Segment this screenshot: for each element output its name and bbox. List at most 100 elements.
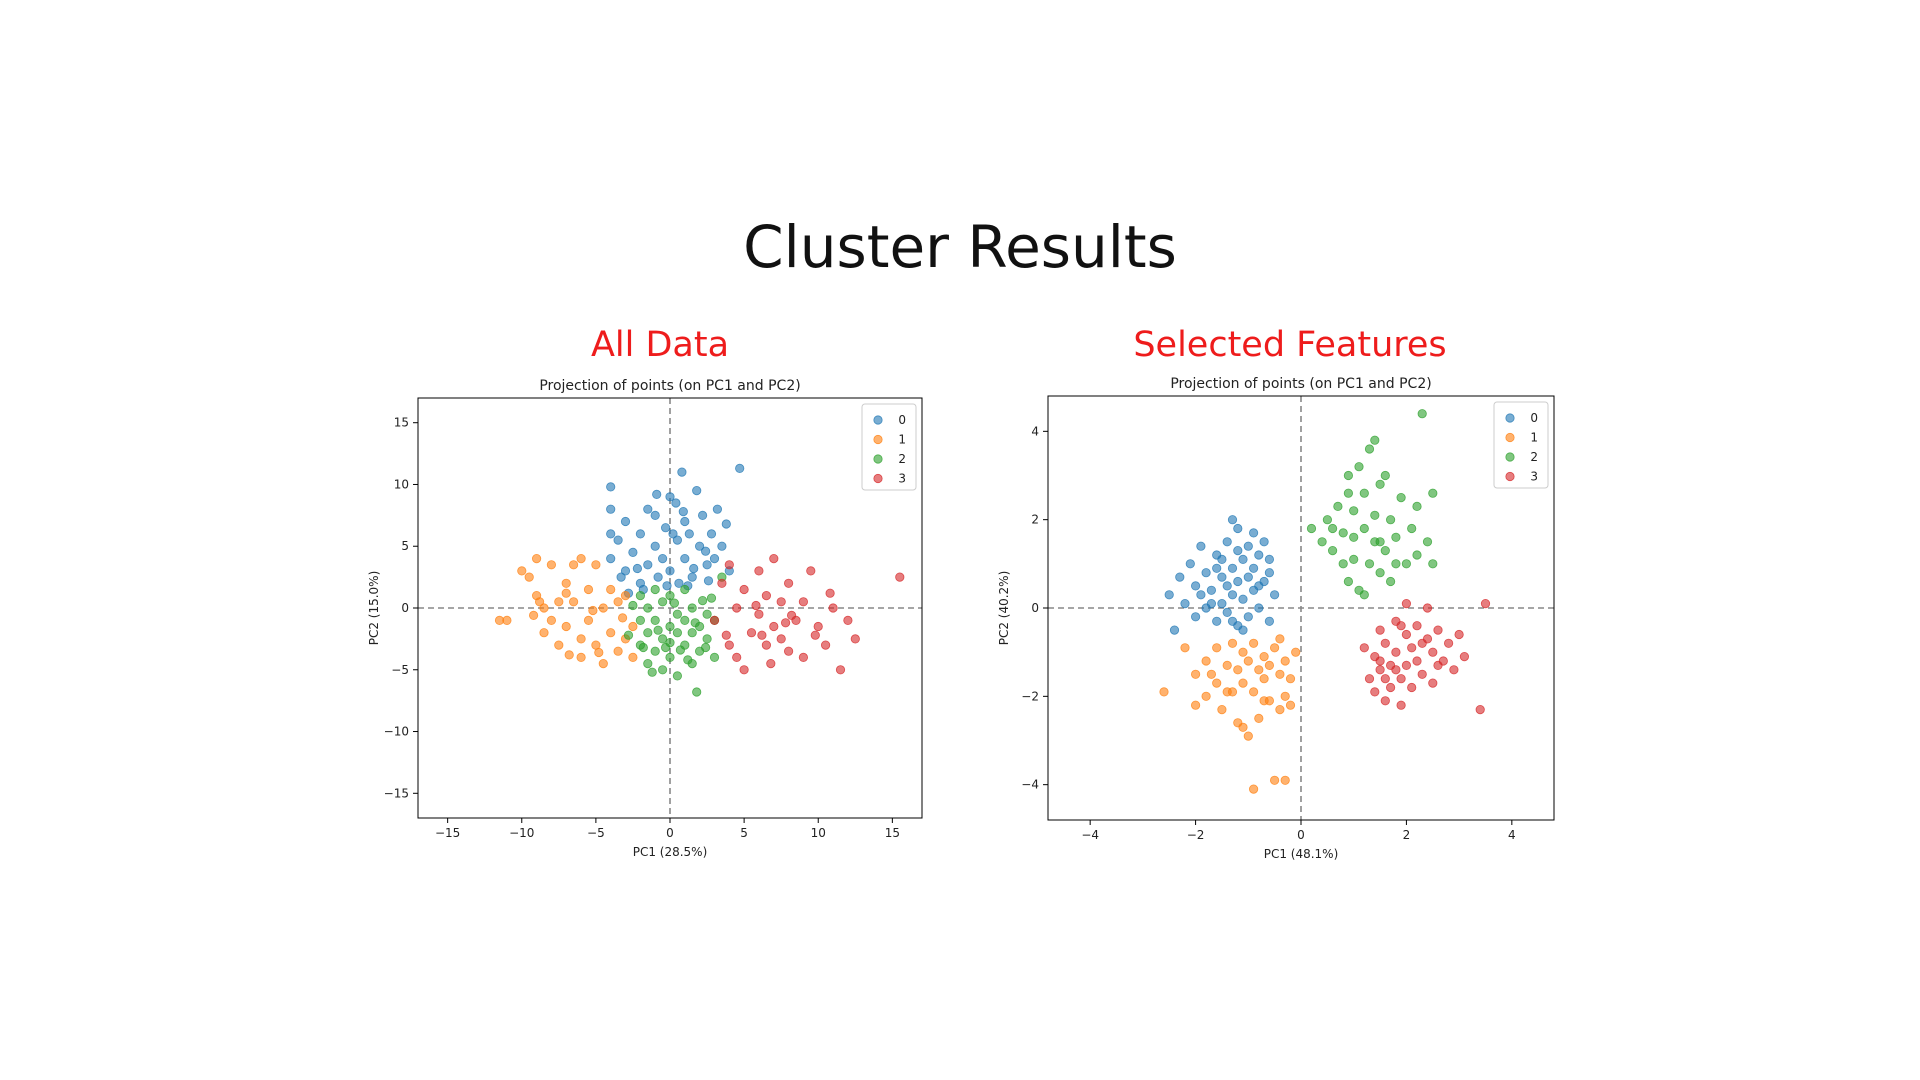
left-point-cluster-1 [617,613,628,623]
left-point-cluster-1 [535,597,545,607]
right-point-cluster-2 [1428,488,1438,498]
left-point-cluster-3 [813,621,823,632]
right-point-cluster-0 [1212,563,1222,573]
left-legend: 0 1 2 3 [861,403,917,491]
right-point-cluster-2 [1327,546,1338,556]
right-point-cluster-0 [1243,612,1253,622]
left-chart-title: Projection of points (on PC1 and PC2) [539,378,800,394]
left-y-tick-label: 10 [394,477,409,491]
right-point-cluster-2 [1338,528,1348,538]
right-point-cluster-3 [1454,629,1464,640]
right-point-cluster-2 [1364,559,1375,569]
right-point-cluster-1 [1269,643,1280,653]
panel-heading-all-data: All Data [590,325,730,365]
right-point-cluster-2 [1370,435,1380,445]
left-point-cluster-2 [683,655,693,665]
right-point-cluster-0 [1196,590,1206,600]
left-point-cluster-3 [786,610,797,620]
right-point-cluster-2 [1354,462,1364,472]
right-point-cluster-2 [1375,537,1385,547]
left-point-cluster-2 [700,642,711,653]
left-point-cluster-3 [783,646,794,656]
left-x-tick-label: −5 [587,826,605,840]
left-x-tick-label: −10 [509,826,534,840]
left-point-cluster-0 [721,519,731,529]
left-point-cluster-0 [606,504,616,514]
right-point-cluster-2 [1417,409,1427,419]
left-point-cluster-1 [517,566,527,576]
right-point-cluster-2 [1333,501,1343,511]
right-point-cluster-0 [1238,625,1248,635]
left-point-cluster-3 [761,591,771,601]
right-point-cluster-0 [1233,546,1243,556]
left-point-cluster-3 [717,578,727,588]
right-point-cluster-1 [1285,674,1296,684]
left-point-cluster-3 [850,634,860,644]
left-point-cluster-1 [546,560,556,570]
right-y-tick-label: 4 [1031,424,1039,438]
left-point-cluster-0 [632,563,642,574]
right-point-cluster-1 [1259,696,1269,706]
left-point-cluster-2 [635,615,645,625]
left-point-cluster-3 [751,600,761,611]
left-point-cluster-2 [643,603,653,613]
left-point-cluster-0 [717,541,727,551]
left-point-cluster-3 [721,630,731,640]
right-y-tick-label: −2 [1021,689,1039,703]
right-point-cluster-0 [1238,554,1248,564]
right-point-cluster-2 [1349,554,1359,564]
right-point-cluster-1 [1275,704,1285,715]
left-point-cluster-1 [561,588,571,598]
right-point-cluster-0 [1169,625,1180,635]
right-legend-label-2: 2 [1530,450,1538,464]
left-point-cluster-3 [780,618,791,628]
left-point-cluster-0 [706,529,717,539]
right-point-cluster-1 [1275,634,1285,644]
right-point-cluster-0 [1254,603,1264,613]
right-legend-marker-2 [1505,452,1515,462]
left-point-cluster-1 [583,584,594,595]
left-point-cluster-3 [724,640,734,650]
right-legend-label-1: 1 [1530,431,1538,445]
right-point-cluster-1 [1238,678,1248,688]
right-point-cluster-3 [1433,660,1443,670]
right-point-cluster-3 [1407,643,1417,653]
left-point-cluster-0 [606,554,616,564]
right-point-cluster-2 [1412,501,1422,511]
left-point-cluster-2 [653,625,663,635]
left-point-cluster-1 [539,628,549,638]
left-point-cluster-0 [703,576,714,586]
left-y-tick-label: −10 [384,725,409,739]
right-point-cluster-3 [1380,696,1390,706]
left-point-cluster-2 [643,628,653,638]
left-point-cluster-3 [828,603,838,613]
right-point-cluster-0 [1180,599,1190,609]
left-point-cluster-0 [643,560,653,570]
right-point-cluster-1 [1238,647,1248,657]
right-point-cluster-2 [1375,568,1385,578]
left-x-tick-label: 15 [885,826,900,840]
right-point-cluster-2 [1412,550,1422,560]
right-point-cluster-3 [1375,625,1385,635]
left-point-cluster-3 [769,621,779,632]
left-point-cluster-2 [680,615,690,625]
right-point-cluster-0 [1233,523,1243,534]
right-point-cluster-1 [1191,700,1201,710]
right-point-cluster-1 [1248,784,1259,794]
left-point-cluster-0 [684,529,694,539]
left-point-cluster-0 [653,572,663,582]
right-point-cluster-3 [1417,638,1427,648]
right-point-cluster-3 [1401,599,1411,609]
right-legend-marker-3 [1505,471,1515,482]
right-point-cluster-2 [1380,546,1390,556]
right-point-cluster-0 [1227,515,1238,525]
right-point-cluster-3 [1375,656,1385,666]
right-point-cluster-1 [1275,669,1285,679]
right-point-cluster-3 [1428,647,1438,657]
left-point-cluster-2 [657,665,668,675]
left-y-tick-label: 0 [401,601,409,615]
left-y-tick-label: 5 [401,539,409,553]
right-point-cluster-1 [1159,687,1169,697]
right-chart-title: Projection of points (on PC1 and PC2) [1170,376,1431,392]
left-point-cluster-3 [732,652,742,662]
